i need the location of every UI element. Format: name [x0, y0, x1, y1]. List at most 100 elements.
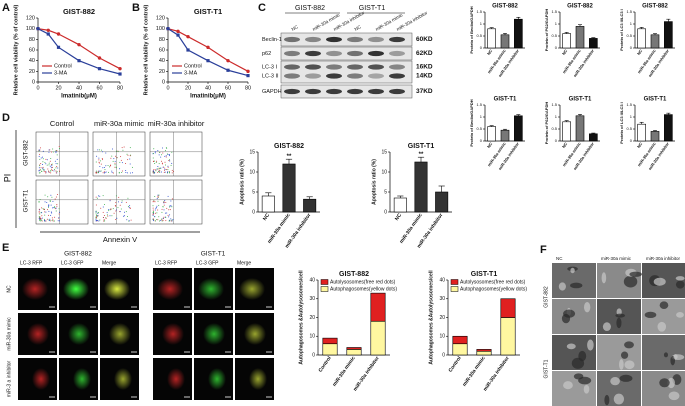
flow-row-label: GIST-T1 [24, 189, 30, 212]
data-point [56, 45, 61, 49]
flow-event [97, 171, 99, 173]
blot-size-label: 60KD [416, 36, 433, 43]
x-tick-label: miR-30a mimic [462, 355, 487, 388]
cell-signal [63, 278, 89, 300]
flow-event [44, 214, 46, 216]
flow-event [97, 215, 99, 217]
flow-event [154, 201, 156, 203]
flow-event [109, 215, 111, 217]
flow-event [95, 220, 97, 222]
flow-event [95, 212, 97, 214]
flow-event [163, 201, 165, 203]
flow-event [157, 200, 159, 202]
organelle [616, 317, 622, 329]
legend-label: 3-MA [184, 70, 197, 76]
blot-band [389, 64, 405, 70]
flow-event [161, 211, 163, 213]
y-axis-label: Relative cell viability (% of control) [143, 4, 149, 95]
flow-event [153, 170, 155, 172]
y-axis-label: Apoptosis ratio (%) [239, 159, 245, 205]
cell-signal [104, 278, 130, 300]
flow-event [40, 162, 42, 164]
flow-event [101, 157, 103, 159]
blot-group-label: GIST-T1 [359, 5, 386, 12]
blot-band [389, 88, 405, 95]
flow-event [118, 201, 120, 203]
flow-event [97, 170, 99, 172]
flow-event [47, 214, 49, 216]
flow-event [166, 153, 168, 155]
flow-event [48, 151, 50, 153]
flow-event [45, 158, 47, 160]
x-tick-label: miR-30a inhibitor [482, 355, 510, 392]
y-tick-label: 80 [159, 37, 165, 43]
flow-event [103, 220, 105, 222]
blot-band [347, 88, 363, 95]
y-tick-label: 0 [480, 45, 483, 50]
chart-title: GIST-882 [492, 4, 518, 10]
flow-event [152, 220, 154, 222]
flow-event [156, 160, 158, 162]
flow-event [163, 169, 165, 171]
flow-event [96, 217, 98, 219]
flow-event [111, 172, 113, 174]
flow-event [163, 216, 165, 218]
flow-event [157, 195, 159, 197]
flow-event [48, 210, 50, 212]
bar [650, 131, 660, 142]
flow-event [41, 215, 43, 217]
chart-title: GIST-T1 [494, 97, 517, 103]
flow-event [153, 148, 155, 150]
flow-event [152, 211, 154, 213]
flow-event [102, 172, 104, 174]
y-tick-label: 30 [309, 296, 315, 302]
series-line [167, 28, 249, 77]
flow-event [164, 150, 166, 152]
flow-event [58, 146, 60, 148]
flow-event [166, 212, 168, 214]
flow-event [162, 152, 164, 154]
legend-label: Autophagosomes(yellow dots) [460, 286, 527, 292]
channel-label: LC-3 RFP [20, 260, 43, 266]
organelle [653, 277, 666, 286]
flow-event [103, 171, 105, 173]
flow-event [160, 219, 162, 221]
flow-event [131, 166, 133, 168]
flow-event [98, 159, 100, 161]
flow-event [113, 158, 115, 160]
flow-event [171, 198, 173, 200]
flow-event [165, 147, 167, 149]
flow-event [161, 163, 163, 165]
flow-event [49, 220, 51, 222]
data-point [206, 59, 210, 63]
legend-label: Control [184, 63, 202, 69]
flow-event [49, 201, 51, 203]
flow-event [99, 149, 101, 151]
bar [282, 163, 296, 213]
flow-event [38, 208, 40, 210]
flow-event [38, 172, 40, 174]
flow-event [156, 205, 158, 207]
flow-event [45, 163, 47, 165]
organelle [659, 301, 669, 309]
flow-event [95, 218, 97, 220]
blot-band [284, 50, 300, 57]
flow-event [155, 170, 157, 172]
y-tick-label: 30 [439, 296, 445, 302]
bar [575, 26, 585, 49]
flow-event [115, 155, 117, 157]
flow-event [102, 206, 104, 208]
y-tick-label: 1 [555, 21, 558, 26]
flow-event [45, 211, 47, 213]
flow-event [51, 163, 53, 165]
chart-title: GIST-T1 [408, 143, 435, 150]
flow-event [58, 217, 60, 219]
flow-event [38, 217, 40, 219]
flow-event [52, 148, 54, 150]
cell-signal [73, 368, 91, 390]
flow-event [168, 171, 170, 173]
y-tick-label: 5 [252, 189, 255, 195]
flow-event [114, 204, 116, 206]
flow-event [152, 207, 154, 209]
flow-event [52, 220, 54, 222]
